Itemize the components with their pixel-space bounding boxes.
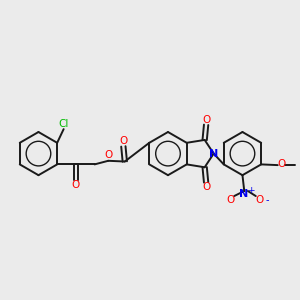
Text: Cl: Cl: [59, 119, 69, 129]
Text: -: -: [265, 195, 269, 205]
Text: O: O: [256, 195, 264, 205]
Text: O: O: [202, 115, 211, 125]
Text: O: O: [119, 136, 128, 146]
Text: O: O: [226, 195, 234, 205]
Text: +: +: [247, 186, 254, 195]
Text: O: O: [72, 179, 80, 190]
Text: N: N: [209, 148, 219, 159]
Text: O: O: [105, 150, 113, 161]
Text: N: N: [239, 189, 248, 199]
Text: O: O: [202, 182, 211, 192]
Text: O: O: [277, 159, 285, 170]
